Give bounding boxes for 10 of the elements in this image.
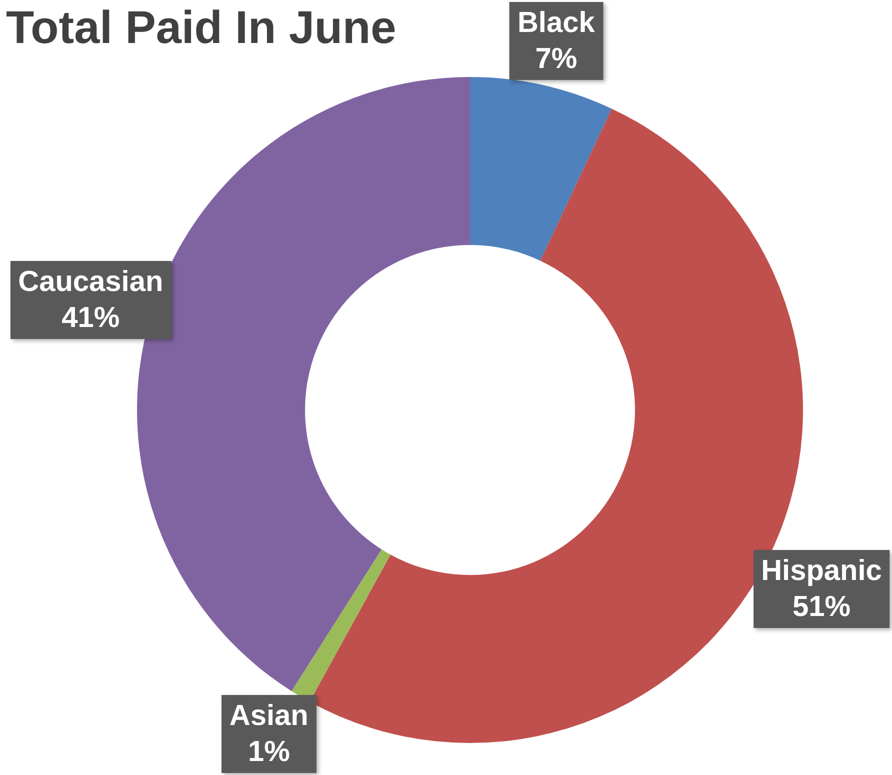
data-label: 7%	[535, 43, 578, 75]
slice-label: Hispanic	[761, 555, 882, 588]
data-label: 51%	[792, 591, 851, 624]
data-label: 1%	[248, 736, 290, 768]
slice-label: Caucasian	[18, 266, 164, 298]
slice-label: Black	[517, 7, 595, 39]
chart-title: Total Paid In June	[6, 0, 396, 54]
slice-label: Asian	[229, 700, 308, 732]
donut-slice	[470, 77, 612, 261]
data-label: 41%	[62, 302, 120, 334]
